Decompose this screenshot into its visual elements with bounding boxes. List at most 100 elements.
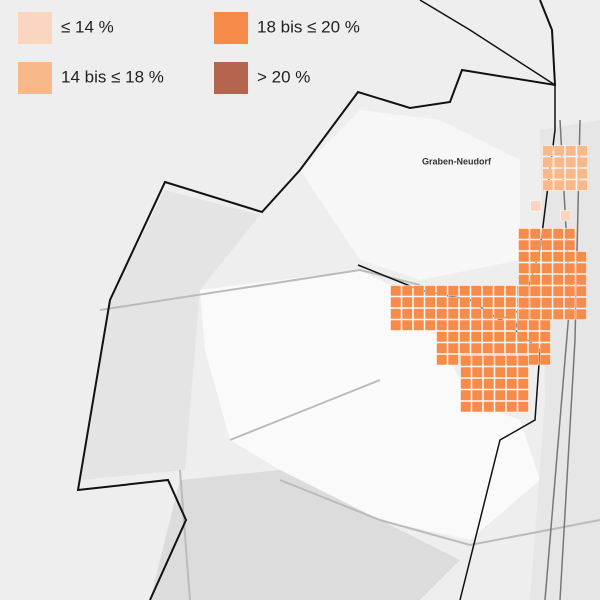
grid-cell — [565, 156, 577, 168]
grid-cell — [460, 366, 472, 378]
grid-cell — [390, 319, 402, 331]
grid-cell — [436, 308, 448, 320]
grid-cell — [541, 262, 553, 274]
grid-cell — [459, 296, 471, 308]
grid-cell — [471, 389, 483, 401]
grid-cell — [436, 331, 448, 343]
legend-swatch — [18, 62, 52, 94]
grid-cell — [528, 354, 540, 366]
grid-cell — [470, 331, 482, 343]
grid-cell — [390, 308, 402, 320]
grid-cell — [459, 319, 471, 331]
grid-cell — [447, 308, 459, 320]
grid-cell — [530, 200, 542, 212]
grid-cell — [552, 262, 564, 274]
grid-cell — [506, 389, 518, 401]
grid-cell — [401, 319, 413, 331]
grid-cell — [447, 319, 459, 331]
grid-cell — [529, 297, 541, 309]
grid-cell — [518, 239, 530, 251]
grid-cell — [506, 401, 518, 413]
road — [279, 479, 600, 547]
grid-cell — [494, 378, 506, 390]
grid-cell — [576, 145, 588, 157]
grid-cell — [517, 366, 529, 378]
grid-cell — [539, 319, 551, 331]
grid-cell — [459, 285, 471, 297]
grid-cell — [518, 251, 530, 263]
grid-cell — [459, 331, 471, 343]
grid-cell — [413, 308, 425, 320]
field-area — [300, 110, 520, 280]
roads — [99, 119, 600, 600]
grid-cell — [483, 401, 495, 413]
grid-cell — [494, 389, 506, 401]
grid-cell — [552, 239, 564, 251]
grid-cell — [564, 285, 576, 297]
grid-cell — [494, 355, 506, 367]
legend: ≤ 14 % 14 bis ≤ 18 % 18 bis ≤ 20 % > 20 % — [18, 12, 360, 94]
grid-cell — [506, 355, 518, 367]
grid-cell — [459, 308, 471, 320]
grid-cell — [460, 355, 472, 367]
legend-label: 14 bis ≤ 18 % — [61, 67, 164, 86]
grid-cell — [552, 297, 564, 309]
grid-cell — [542, 145, 554, 157]
legend-label: 18 bis ≤ 20 % — [257, 17, 360, 36]
grid-cell — [483, 389, 495, 401]
grid-cell — [564, 228, 576, 240]
grid-cell — [553, 145, 565, 157]
grid-cell — [552, 308, 564, 320]
grid-cell — [528, 331, 540, 343]
grid-cell — [576, 156, 588, 168]
grid-cell — [447, 285, 459, 297]
grid-cell — [436, 342, 448, 354]
grid-cell — [518, 262, 530, 274]
grid-cell — [471, 378, 483, 390]
grid-cell — [576, 179, 588, 191]
grid-cell — [529, 251, 541, 263]
grid-cell — [470, 296, 482, 308]
grid-cell — [575, 297, 587, 309]
grid-cell — [553, 156, 565, 168]
legend-swatch — [18, 12, 52, 44]
grid-cell — [528, 319, 540, 331]
grid-cell — [424, 319, 436, 331]
grid-cell — [493, 285, 505, 297]
grid-cell — [564, 297, 576, 309]
grid-cell — [552, 228, 564, 240]
grid-cell — [516, 319, 528, 331]
grid-cell — [436, 354, 448, 366]
grid-cell — [505, 285, 517, 297]
grid-cell — [552, 251, 564, 263]
grid-cell — [529, 262, 541, 274]
grid-cell — [390, 296, 402, 308]
grid-cell — [528, 342, 540, 354]
grid-cell — [542, 179, 554, 191]
road — [229, 379, 381, 441]
grid-cell — [483, 378, 495, 390]
grid-cell — [493, 342, 505, 354]
grid-cell — [575, 274, 587, 286]
grid-cell — [493, 319, 505, 331]
grid-cell — [459, 342, 471, 354]
grid-cell — [539, 331, 551, 343]
grid-cell — [447, 296, 459, 308]
grid-cell — [541, 297, 553, 309]
grid-cell — [516, 331, 528, 343]
grid-cell — [541, 308, 553, 320]
grid-cell — [413, 285, 425, 297]
grid-cell — [506, 378, 518, 390]
boundary — [76, 0, 557, 600]
grid-cell — [493, 331, 505, 343]
grid-cell — [529, 308, 541, 320]
grid-cell — [482, 308, 494, 320]
grid-cell — [413, 319, 425, 331]
road — [99, 268, 421, 311]
grid-cell — [516, 342, 528, 354]
grid-cell — [564, 274, 576, 286]
legend-swatch — [214, 12, 248, 44]
grid-cell — [518, 308, 530, 320]
grid-cell — [542, 168, 554, 180]
